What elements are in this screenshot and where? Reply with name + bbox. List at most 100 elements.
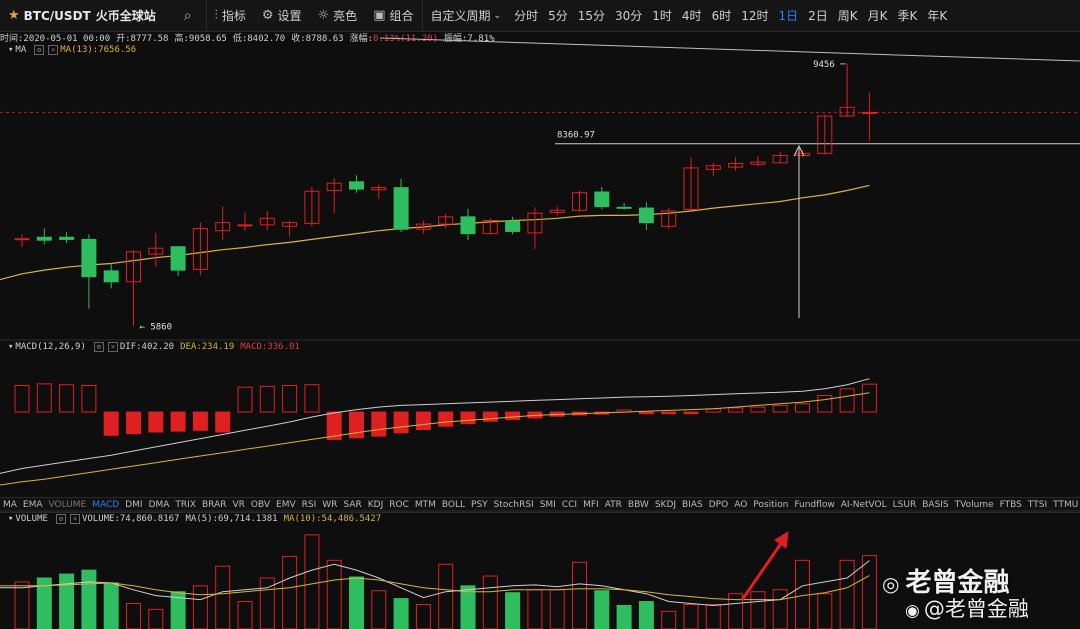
indicator-tab[interactable]: SAR	[343, 500, 362, 510]
indicator-tab[interactable]: MTM	[414, 500, 436, 510]
indicator-tab[interactable]: PSY	[471, 500, 488, 510]
macd-bar	[126, 411, 141, 435]
indicator-tab[interactable]: MACD	[92, 500, 120, 510]
indicator-tab[interactable]: VR	[232, 500, 245, 510]
macd-bar	[192, 411, 208, 431]
macd-bar	[148, 411, 164, 433]
indicator-tab[interactable]: Fundflow	[794, 500, 835, 510]
indicator-tab[interactable]: BASIS	[922, 500, 949, 510]
macd-bar	[839, 388, 855, 413]
indicator-tab[interactable]: TRIX	[175, 500, 196, 510]
macd-bar	[59, 384, 75, 413]
period-tab[interactable]: 季K	[897, 9, 918, 23]
volume-bar	[237, 601, 253, 629]
macd-bar	[215, 411, 231, 433]
macd-bar	[103, 411, 119, 436]
indicator-tab[interactable]: BOLL	[441, 500, 466, 510]
candle-body	[750, 161, 766, 165]
indicator-tab[interactable]: BIAS	[682, 500, 703, 510]
volume-bar	[482, 575, 498, 629]
indicator-tab[interactable]: Position	[753, 500, 789, 510]
indicator-tab[interactable]: FTBS	[999, 500, 1022, 510]
settings-button[interactable]: ⚙ 设置	[254, 0, 310, 31]
volume-bar	[81, 569, 97, 629]
indicator-tab[interactable]: EMA	[22, 500, 43, 510]
indicator-tab[interactable]: BBW	[627, 500, 649, 510]
indicator-tab[interactable]: EMV	[276, 500, 296, 510]
period-tab[interactable]: 1时	[652, 9, 672, 23]
symbol-selector[interactable]: ★ BTC/USDT 火币全球站 ⌕	[0, 0, 206, 31]
volume-bar	[36, 577, 52, 629]
period-tab[interactable]: 月K	[867, 9, 888, 23]
indicator-tab[interactable]: DPO	[708, 500, 729, 510]
period-tab[interactable]: 年K	[927, 9, 948, 23]
indicator-tab[interactable]: WR	[322, 500, 338, 510]
custom-period-dropdown[interactable]: 自定义周期 ⌄	[423, 0, 510, 31]
sun-icon: ☼	[317, 8, 330, 23]
indicator-tab[interactable]: KDJ	[367, 500, 384, 510]
period-tab[interactable]: 2日	[808, 9, 828, 23]
candle-body	[438, 216, 454, 225]
indicator-tab[interactable]: OBV	[250, 500, 271, 510]
indicator-tab[interactable]: VOLUME	[48, 500, 87, 510]
candle-body	[817, 115, 833, 154]
indicator-tab[interactable]: DMA	[148, 500, 170, 510]
volume-settings-icon[interactable]: ⚙	[55, 514, 66, 524]
indicator-tab[interactable]: AO	[734, 500, 748, 510]
period-tab[interactable]: 分时	[514, 9, 539, 23]
macd-bar	[683, 411, 699, 415]
indicator-tab[interactable]: ATR	[604, 500, 622, 510]
indicator-tab[interactable]: RSI	[301, 500, 317, 510]
macd-close-icon[interactable]: ×	[107, 342, 118, 352]
candle-body	[103, 270, 119, 283]
period-tab[interactable]: 30分	[615, 9, 643, 23]
period-tab[interactable]: 4时	[681, 9, 702, 23]
candle-body	[460, 216, 476, 235]
period-tab[interactable]: 1日	[778, 9, 799, 23]
combo-button[interactable]: ▣ 组合	[365, 0, 421, 31]
indicator-tab[interactable]: CCI	[561, 500, 578, 510]
candle-body	[126, 251, 141, 283]
candle-body	[148, 247, 164, 255]
period-tab[interactable]: 15分	[577, 9, 605, 23]
volume-bar	[638, 601, 654, 629]
indicator-tab[interactable]: SMI	[539, 500, 556, 510]
period-tab[interactable]: 周K	[837, 9, 858, 23]
macd-bar	[259, 385, 275, 413]
period-tab[interactable]: 12时	[741, 9, 769, 23]
search-icon[interactable]: ⌕	[183, 7, 192, 24]
volume-bar	[192, 585, 208, 629]
macd-settings-icon[interactable]: ⚙	[93, 342, 104, 352]
indicator-tab[interactable]: TVolume	[954, 500, 994, 510]
macd-bar	[349, 411, 364, 439]
period-tab[interactable]: 6时	[711, 9, 732, 23]
indicator-tab[interactable]: AI-NetVOL	[840, 500, 887, 510]
indicator-tab[interactable]: LSUR	[892, 500, 917, 510]
volume-close-icon[interactable]: ×	[69, 514, 80, 524]
indicator-tab[interactable]: MA	[3, 500, 17, 510]
indicator-tab[interactable]: MFI	[583, 500, 599, 510]
ma-close-icon[interactable]: ×	[48, 45, 59, 55]
indicator-tab[interactable]: ROC	[389, 500, 409, 510]
indicator-tab[interactable]: SKDJ	[654, 500, 677, 510]
indicator-bar: MA EMA VOLUME MACD DMI DMA TRIX BRAR VR OBV EMV RSI…	[0, 497, 1080, 513]
indicator-tab[interactable]: TTSI	[1027, 500, 1048, 510]
volume-bar	[594, 590, 610, 629]
ma-settings-icon[interactable]: ⚙	[34, 45, 45, 55]
combo-label: 组合	[389, 9, 414, 23]
indicator-tab[interactable]: BRAR	[202, 500, 227, 510]
favorite-star-icon[interactable]: ★	[8, 8, 20, 23]
period-tab[interactable]: 5分	[548, 9, 568, 23]
macd-bar	[861, 383, 877, 413]
macd-bar	[393, 411, 409, 434]
period-tabs: 分时 5分 15分 30分 1时 4时 6时 12时 1日 2日 周K 月K 季K 年K	[509, 0, 952, 31]
indicator-tab[interactable]: StochRSI	[493, 500, 534, 510]
indicator-button[interactable]: ⫶ 指标	[207, 0, 254, 31]
indicator-tab[interactable]: DMI	[125, 500, 143, 510]
ma13-line	[0, 184, 870, 281]
indicator-tab[interactable]: TTMU	[1053, 500, 1079, 510]
watermark-handle: ◉ @老曾金融	[905, 593, 1029, 623]
macd-bar	[817, 394, 833, 413]
theme-button[interactable]: ☼ 亮色	[310, 0, 366, 31]
